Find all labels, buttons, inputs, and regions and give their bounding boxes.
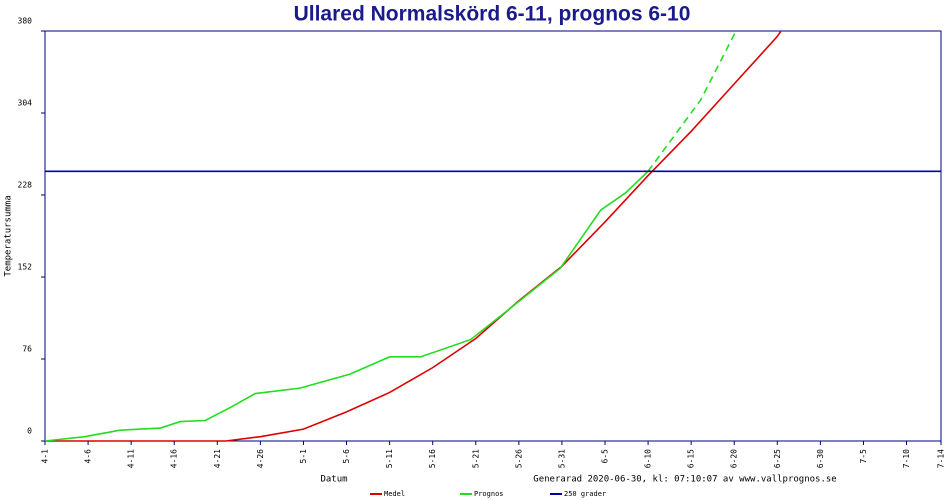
plot — [45, 31, 941, 442]
x-tick-label: 4-6 — [84, 449, 93, 464]
x-tick-label: 5-26 — [514, 449, 523, 468]
legend-label: Medel — [384, 490, 405, 498]
x-tick-label: 6-20 — [730, 449, 739, 468]
line-series — [45, 31, 782, 442]
x-tick-label: 4-21 — [213, 449, 222, 468]
x-tick-label: 5-31 — [557, 449, 566, 468]
x-tick-label: 7-14 — [937, 449, 946, 468]
x-tick-label: 6-30 — [816, 449, 825, 468]
x-tick-label: 6-15 — [687, 449, 696, 468]
x-tick-label: 6-25 — [773, 449, 782, 468]
x-tick-label: 4-16 — [170, 449, 179, 468]
x-tick-label: 7-5 — [859, 449, 868, 464]
y-axis-label: Temperatursumma — [4, 195, 14, 276]
x-tick-label: 7-10 — [902, 449, 911, 468]
plot-frame — [44, 30, 942, 442]
x-axis-label: Datum — [320, 475, 347, 485]
x-tick-label: 5-6 — [342, 449, 351, 464]
line-series — [647, 31, 737, 172]
x-tick-label: 6-10 — [644, 449, 653, 468]
x-tick-label: 6-5 — [601, 449, 610, 464]
y-tick-label: 0 — [27, 427, 32, 436]
y-tick-label: 76 — [22, 345, 32, 354]
legend-label: 250 grader — [564, 490, 606, 498]
y-tick-label: 228 — [18, 181, 33, 190]
x-tick-label: 4-1 — [41, 449, 50, 464]
line-series — [45, 170, 649, 442]
x-tick-label: 4-11 — [127, 449, 136, 468]
legend-label: Prognos — [474, 490, 504, 498]
chart-title: Ullared Normalskörd 6-11, prognos 6-10 — [294, 3, 691, 26]
x-tick-label: 5-16 — [428, 449, 437, 468]
y-tick-label: 380 — [18, 17, 33, 26]
y-tick-label: 152 — [18, 263, 33, 272]
x-tick-label: 4-26 — [256, 449, 265, 468]
x-tick-label: 5-1 — [299, 449, 308, 464]
footer: Generarad 2020-06-30, kl: 07:10:07 av ww… — [533, 475, 836, 485]
x-tick-label: 5-11 — [385, 449, 394, 468]
x-tick-label: 5-21 — [471, 449, 480, 468]
y-tick-label: 304 — [18, 99, 33, 108]
